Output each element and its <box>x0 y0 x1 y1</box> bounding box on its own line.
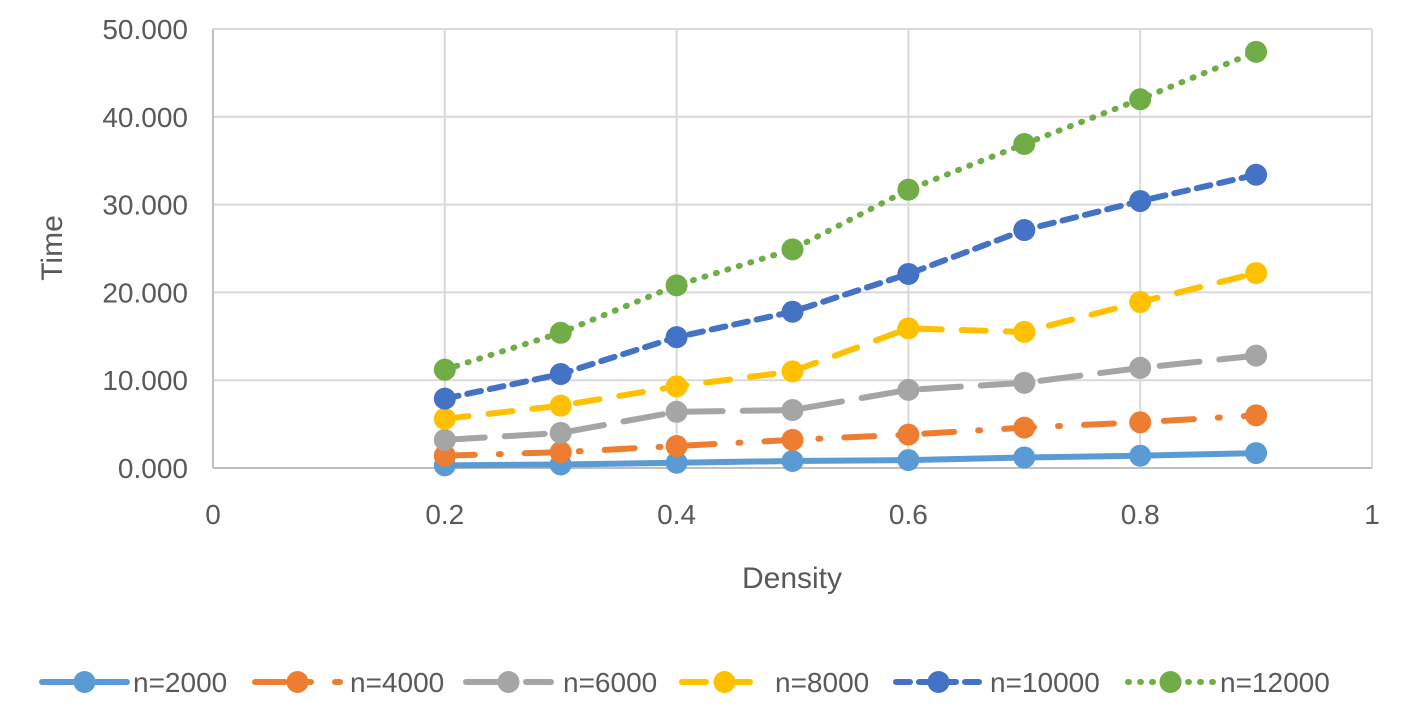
x-tick-label: 0 <box>205 499 221 530</box>
x-tick-label: 0.6 <box>889 499 928 530</box>
data-point <box>897 449 920 472</box>
data-point <box>1129 411 1152 434</box>
legend-label: n=6000 <box>563 667 657 698</box>
data-point <box>781 238 804 261</box>
legend-marker <box>73 671 96 693</box>
legend-marker <box>713 671 736 693</box>
data-point <box>433 358 456 381</box>
data-point <box>1013 416 1036 439</box>
data-point <box>897 317 920 340</box>
series-n-4000 <box>433 404 1268 467</box>
series-group <box>433 40 1268 477</box>
data-point <box>665 451 688 474</box>
data-point <box>1013 133 1036 156</box>
series-n-6000 <box>433 344 1268 451</box>
series-line <box>441 48 1260 373</box>
x-tick-label: 0.8 <box>1121 499 1160 530</box>
data-point <box>549 321 572 344</box>
legend-marker <box>927 671 950 693</box>
data-point <box>549 394 572 417</box>
data-point <box>549 363 572 386</box>
y-tick-label: 40.000 <box>102 102 188 133</box>
series-n-10000 <box>433 163 1268 410</box>
data-point <box>1013 446 1036 469</box>
data-point <box>1129 291 1152 314</box>
data-point <box>781 399 804 422</box>
data-point <box>549 421 572 444</box>
data-point <box>433 407 456 430</box>
y-axis-ticks: 0.000 10.000 20.000 30.000 40.000 50.000 <box>102 14 188 484</box>
data-point <box>665 326 688 349</box>
data-point <box>897 378 920 401</box>
data-point <box>1245 404 1268 427</box>
grid-lines <box>213 28 1373 468</box>
data-point <box>1245 344 1268 367</box>
series-line <box>441 412 1260 459</box>
series-n-12000 <box>433 40 1268 381</box>
data-point <box>433 428 456 451</box>
legend-item: n=4000 <box>252 667 444 698</box>
x-tick-label: 0.2 <box>425 499 464 530</box>
data-point <box>549 441 572 464</box>
data-point <box>1245 40 1268 63</box>
y-tick-label: 10.000 <box>102 365 188 396</box>
data-point <box>1245 442 1268 465</box>
legend-label: n=10000 <box>990 667 1100 698</box>
legend-label: n=12000 <box>1220 667 1330 698</box>
x-tick-label: 1 <box>1364 499 1380 530</box>
data-point <box>1013 320 1036 343</box>
y-axis-title: Time <box>36 215 69 281</box>
legend: n=2000 n=4000 n=6000 n=8000 n=10000 n=12000 <box>39 667 1330 698</box>
data-point <box>1129 356 1152 379</box>
legend-item: n=6000 <box>463 667 657 698</box>
data-point <box>665 375 688 398</box>
data-point <box>1129 190 1152 213</box>
series-n-8000 <box>433 262 1268 430</box>
series-line <box>441 352 1260 443</box>
series-line <box>441 171 1260 402</box>
data-point <box>1013 371 1036 394</box>
legend-item: n=10000 <box>893 667 1100 698</box>
x-tick-label: 0.4 <box>657 499 696 530</box>
x-axis-ticks: 0 0.2 0.4 0.6 0.8 1 <box>205 499 1380 530</box>
y-tick-label: 50.000 <box>102 14 188 45</box>
legend-label: n=4000 <box>350 667 444 698</box>
data-point <box>1129 88 1152 111</box>
legend-marker <box>1159 671 1182 693</box>
data-point <box>897 178 920 201</box>
data-point <box>433 387 456 410</box>
x-axis-title: Density <box>742 562 842 595</box>
y-tick-label: 0.000 <box>118 453 188 484</box>
data-point <box>781 428 804 451</box>
data-point <box>781 449 804 472</box>
legend-label: n=8000 <box>775 667 869 698</box>
data-point <box>665 435 688 458</box>
data-point <box>1129 444 1152 467</box>
data-point <box>1013 219 1036 242</box>
series-line <box>441 450 1260 469</box>
data-point <box>1245 163 1268 186</box>
data-point <box>897 423 920 446</box>
legend-marker <box>286 671 309 693</box>
y-tick-label: 30.000 <box>102 190 188 221</box>
data-point <box>433 444 456 467</box>
data-point <box>781 300 804 323</box>
legend-label: n=2000 <box>133 667 227 698</box>
legend-item: n=2000 <box>39 667 227 698</box>
series-line <box>441 270 1260 422</box>
data-point <box>665 400 688 423</box>
legend-item: n=12000 <box>1125 667 1330 698</box>
data-point <box>897 262 920 285</box>
data-point <box>1245 262 1268 285</box>
data-point <box>781 360 804 383</box>
legend-item: n=8000 <box>679 667 869 698</box>
data-point <box>665 274 688 297</box>
y-tick-label: 20.000 <box>102 277 188 308</box>
legend-marker <box>497 671 520 693</box>
